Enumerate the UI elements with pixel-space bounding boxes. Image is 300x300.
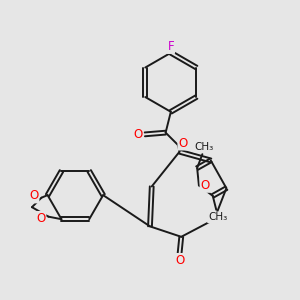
Text: O: O bbox=[133, 128, 142, 141]
Text: CH₃: CH₃ bbox=[194, 142, 213, 152]
Text: CH₃: CH₃ bbox=[208, 212, 227, 222]
Text: O: O bbox=[175, 254, 184, 267]
Text: O: O bbox=[36, 212, 45, 225]
Text: O: O bbox=[178, 136, 188, 150]
Text: F: F bbox=[167, 40, 174, 53]
Text: O: O bbox=[29, 189, 38, 203]
Text: O: O bbox=[200, 179, 210, 192]
